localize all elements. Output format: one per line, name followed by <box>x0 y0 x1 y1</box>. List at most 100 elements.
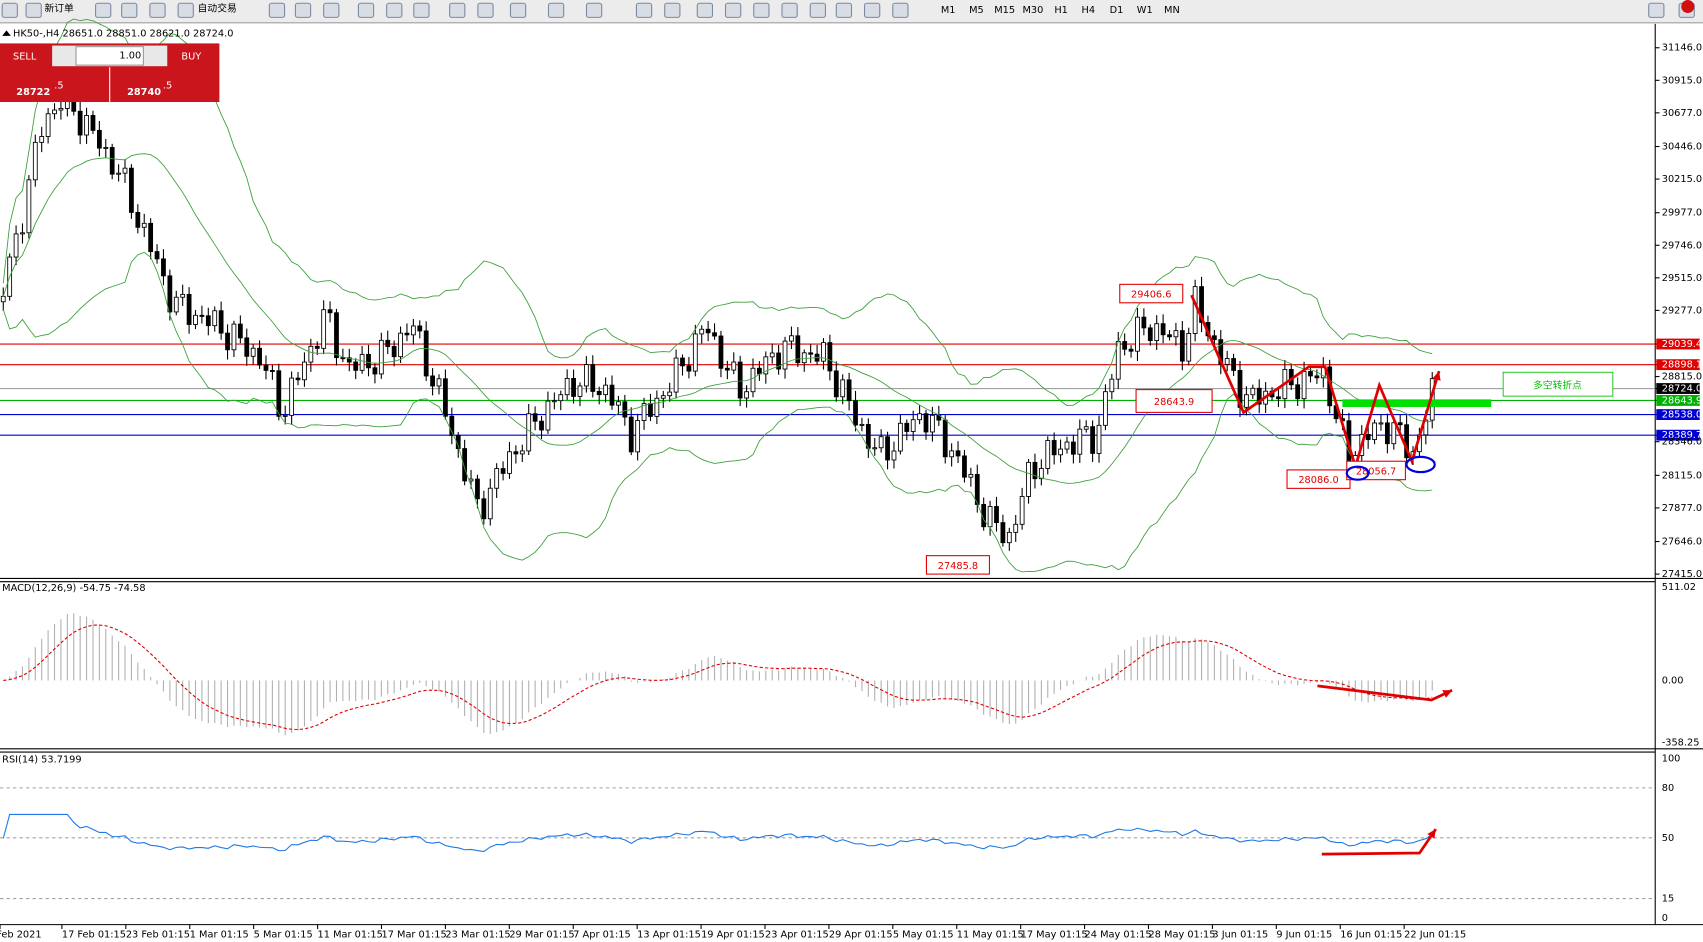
toolbar-icon[interactable] <box>781 2 798 18</box>
buy-price[interactable]: 28740 <box>127 87 161 98</box>
candle-body <box>1423 419 1429 436</box>
price-annotation: 28643.9 <box>1154 397 1194 408</box>
candle-body <box>513 451 519 455</box>
price-axis-label: 29039.4 <box>1662 339 1702 350</box>
lot-size[interactable]: 1.00 <box>119 50 141 61</box>
toolbar-icon[interactable] <box>547 2 565 18</box>
toolbar-icon[interactable] <box>149 2 166 18</box>
candle-body <box>359 353 365 371</box>
timeframe-button[interactable]: W1 <box>1137 5 1153 16</box>
candle-body <box>769 352 775 358</box>
candle-body <box>641 403 647 421</box>
candle-body <box>225 332 230 351</box>
candle-body <box>827 342 833 372</box>
trend-arrow-head <box>1432 371 1441 381</box>
candle-body <box>789 335 794 342</box>
candle-body <box>20 232 25 235</box>
toolbar-icon[interactable] <box>635 2 653 18</box>
toolbar-icon[interactable] <box>1 2 18 18</box>
timeframe-button[interactable]: M5 <box>969 5 984 16</box>
candle-body <box>833 370 839 398</box>
candle-body <box>308 345 314 363</box>
toolbar-icon[interactable] <box>664 2 681 18</box>
timeframe-button[interactable]: H1 <box>1054 5 1068 16</box>
candle-body <box>507 451 512 474</box>
sell-price[interactable]: 28722 <box>16 87 50 98</box>
candle-body <box>410 325 416 336</box>
toolbar-icon[interactable] <box>95 2 112 18</box>
toolbar-icon[interactable] <box>696 2 714 18</box>
toolbar-icon[interactable] <box>357 2 375 18</box>
candle-body <box>263 364 269 371</box>
candle-body <box>417 325 423 332</box>
toolbar-icon[interactable] <box>863 2 881 18</box>
candle-body <box>500 468 506 474</box>
collapse-icon[interactable] <box>2 30 11 36</box>
candle-body <box>974 473 980 505</box>
rsi-axis-label: 100 <box>1662 754 1681 765</box>
toolbar-icon[interactable] <box>753 2 770 18</box>
timeframe-button[interactable]: M30 <box>1022 5 1043 16</box>
toolbar-icon[interactable] <box>294 2 312 18</box>
candle-body <box>955 450 961 457</box>
candle-body <box>45 113 51 137</box>
candle-body <box>167 275 173 313</box>
sell-price-fraction[interactable]: .5 <box>54 81 63 92</box>
rsi-title: RSI(14) 53.7199 <box>2 755 81 766</box>
toolbar-icon[interactable] <box>177 2 194 18</box>
price-axis-label: 28898.1 <box>1662 360 1702 371</box>
toolbar-icon[interactable] <box>1648 2 1665 18</box>
toolbar-icon[interactable] <box>268 2 286 18</box>
sell-button[interactable]: SELL <box>13 51 37 62</box>
toolbar-icon[interactable] <box>724 2 742 18</box>
lot-input[interactable] <box>75 46 144 66</box>
candle-body <box>962 455 967 478</box>
timeframe-button[interactable]: M15 <box>994 5 1015 16</box>
timeframe-button[interactable]: MN <box>1164 5 1180 16</box>
toolbar-icon[interactable] <box>477 2 494 18</box>
candle-body <box>680 357 685 367</box>
candle-body <box>109 147 115 175</box>
time-axis-label: 1 Mar 01:15 <box>190 929 249 940</box>
toolbar-icon[interactable] <box>386 2 403 18</box>
toolbar-icon[interactable] <box>413 2 430 18</box>
timeframe-button[interactable]: D1 <box>1110 5 1124 16</box>
auto-trading-button[interactable]: 自动交易 <box>198 2 237 15</box>
toolbar-icon[interactable] <box>121 2 138 18</box>
candle-body <box>1109 378 1115 393</box>
new-order-button[interactable]: 新订单 <box>45 2 75 15</box>
candle-body <box>648 403 653 417</box>
toolbar-icon[interactable] <box>585 2 603 18</box>
candle-body <box>923 413 929 433</box>
candle-body <box>282 414 288 417</box>
candle-body <box>801 352 807 364</box>
toolbar-icon[interactable] <box>892 2 909 18</box>
price-axis-label: 27646.0 <box>1662 537 1702 548</box>
candle-body <box>564 378 570 396</box>
candle-body <box>821 342 826 362</box>
candle-body <box>846 379 852 402</box>
rsi-arrow-head <box>1427 829 1436 839</box>
toolbar-icon[interactable] <box>449 2 466 18</box>
toolbar-icon[interactable] <box>809 2 826 18</box>
candle-body <box>295 377 301 381</box>
timeframe-button[interactable]: M1 <box>941 5 956 16</box>
time-axis-label: 23 Feb 01:15 <box>126 929 190 940</box>
toolbar-icon[interactable] <box>835 2 853 18</box>
buy-button[interactable]: BUY <box>181 51 201 62</box>
turning-point-box <box>1502 371 1614 397</box>
candle-body <box>32 141 38 181</box>
candle-body <box>558 394 564 402</box>
candle-body <box>872 447 878 450</box>
candle-body <box>276 370 282 417</box>
timeframe-button[interactable]: H4 <box>1081 5 1095 16</box>
candle-body <box>1179 330 1185 362</box>
candle-body <box>141 222 147 228</box>
candle-body <box>551 400 557 403</box>
macd-arrow-head <box>1442 690 1453 698</box>
toolbar-icon[interactable] <box>25 2 42 18</box>
buy-price-fraction[interactable]: .5 <box>163 81 172 92</box>
toolbar-icon[interactable] <box>509 2 527 18</box>
toolbar-icon[interactable] <box>323 2 340 18</box>
